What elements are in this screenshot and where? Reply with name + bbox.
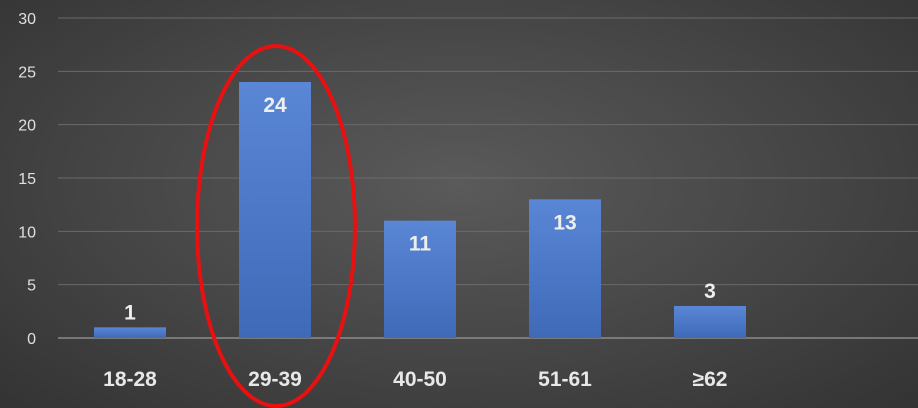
y-axis-ticks: 0 5 10 15 20 25 30 <box>18 11 36 348</box>
data-label: 1 <box>124 301 136 324</box>
y-tick-label: 15 <box>18 171 36 188</box>
data-label: 11 <box>409 233 432 256</box>
data-label: 24 <box>263 94 287 117</box>
bar <box>239 82 311 338</box>
bars <box>94 82 746 338</box>
y-tick-label: 0 <box>27 331 36 348</box>
bar <box>674 306 746 338</box>
y-tick-label: 10 <box>18 224 36 241</box>
y-tick-label: 25 <box>18 64 36 81</box>
bar <box>384 220 456 338</box>
x-axis-ticks: 18-28 29-39 40-50 51-61 ≥62 <box>103 368 727 391</box>
data-labels: 1 24 11 13 3 <box>124 94 716 324</box>
highlight-annotation <box>195 44 357 408</box>
x-tick-label: 18-28 <box>103 368 157 391</box>
x-tick-label: 29-39 <box>248 368 302 391</box>
y-tick-label: 20 <box>18 118 36 135</box>
y-tick-label: 30 <box>18 11 36 28</box>
x-tick-label: 40-50 <box>393 368 447 391</box>
bar <box>529 199 601 338</box>
highlight-ellipse <box>195 44 357 408</box>
data-label: 3 <box>704 280 716 303</box>
y-tick-label: 5 <box>27 278 36 295</box>
data-label: 13 <box>553 211 576 234</box>
x-tick-label: ≥62 <box>693 368 728 391</box>
gridlines <box>58 17 918 339</box>
bar <box>94 327 166 338</box>
x-tick-label: 51-61 <box>538 368 592 391</box>
